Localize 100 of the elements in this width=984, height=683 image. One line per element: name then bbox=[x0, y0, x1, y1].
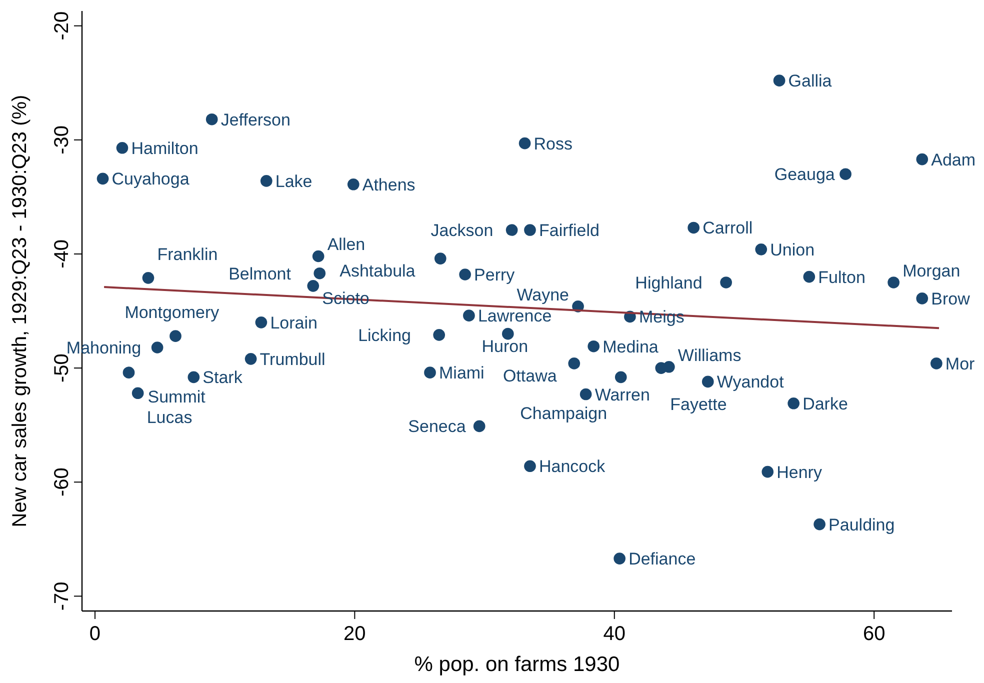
point bbox=[580, 388, 592, 400]
annotation: Lawrence bbox=[478, 306, 552, 326]
point bbox=[702, 376, 714, 388]
point bbox=[314, 267, 326, 280]
annotation: Henry bbox=[776, 462, 822, 482]
point bbox=[170, 330, 182, 342]
annotation: Ross bbox=[534, 134, 573, 154]
annotation: Lucas bbox=[146, 408, 192, 428]
point bbox=[502, 328, 514, 340]
point bbox=[347, 178, 360, 190]
y-tick-label: -70 bbox=[51, 582, 73, 611]
annotation: Wayne bbox=[516, 285, 570, 304]
point bbox=[840, 168, 852, 180]
point bbox=[459, 268, 471, 280]
annotation: Paulding bbox=[828, 515, 895, 534]
annotation: Lake bbox=[275, 172, 312, 191]
annotation: Lorain bbox=[270, 313, 318, 332]
point bbox=[688, 222, 700, 234]
point bbox=[142, 272, 154, 284]
point bbox=[260, 175, 272, 187]
point bbox=[762, 466, 774, 478]
point bbox=[655, 362, 668, 374]
y-tick-label: -50 bbox=[51, 354, 73, 382]
annotation: Allen bbox=[327, 235, 366, 254]
annotation: Hamilton bbox=[131, 138, 198, 158]
point bbox=[788, 397, 800, 410]
point bbox=[463, 310, 475, 322]
point bbox=[614, 371, 627, 384]
point bbox=[424, 366, 436, 378]
x-tick-label: 0 bbox=[89, 623, 101, 645]
point bbox=[255, 316, 268, 328]
point bbox=[473, 420, 486, 432]
annotation: Gallia bbox=[788, 72, 832, 91]
annotation: Geauga bbox=[774, 165, 836, 184]
point bbox=[916, 153, 928, 166]
point bbox=[614, 552, 626, 564]
point bbox=[506, 224, 518, 236]
point bbox=[930, 358, 942, 370]
point bbox=[206, 113, 218, 126]
point bbox=[524, 224, 536, 236]
x-tick-label: 60 bbox=[862, 623, 886, 645]
point bbox=[434, 252, 446, 264]
point bbox=[518, 137, 531, 150]
annotation: Union bbox=[770, 240, 815, 260]
annotation: Williams bbox=[678, 346, 742, 365]
point bbox=[524, 460, 536, 472]
annotation: Licking bbox=[358, 326, 411, 345]
y-axis-title: New car sales growth, 1929:Q23 - 1930:Q23 (%) bbox=[9, 94, 31, 528]
annotation: Belmont bbox=[228, 264, 292, 284]
annotation: Defiance bbox=[628, 550, 696, 569]
point bbox=[755, 244, 768, 256]
annotation: Ashtabula bbox=[340, 262, 416, 281]
annotation: Trumbull bbox=[260, 350, 326, 369]
point bbox=[116, 142, 128, 154]
annotation: Summit bbox=[148, 388, 206, 407]
annotation: Darke bbox=[802, 394, 848, 414]
y-tick-label: -40 bbox=[51, 240, 73, 268]
point bbox=[307, 280, 320, 292]
annotation: Medina bbox=[602, 337, 659, 356]
x-tick-label: 40 bbox=[603, 623, 626, 645]
annotation: Jefferson bbox=[220, 110, 290, 130]
annotation: Cuyahoga bbox=[112, 170, 190, 189]
annotation: Adam bbox=[931, 150, 976, 170]
annotation: Morgan bbox=[902, 261, 960, 280]
annotation: Ottawa bbox=[502, 366, 558, 386]
annotation: Seneca bbox=[408, 417, 466, 436]
annotation: Mor bbox=[945, 354, 976, 374]
point bbox=[122, 366, 135, 378]
annotation: Athens bbox=[362, 175, 416, 194]
point bbox=[773, 74, 786, 86]
x-tick-label: 20 bbox=[344, 623, 366, 645]
y-tick-label: -20 bbox=[51, 11, 73, 40]
point bbox=[151, 342, 164, 354]
annotation: Fulton bbox=[818, 268, 866, 287]
point bbox=[814, 518, 826, 530]
annotation: Franklin bbox=[157, 244, 218, 264]
point bbox=[916, 292, 928, 304]
annotation: Stark bbox=[202, 368, 243, 388]
annotation: Wyandot bbox=[716, 372, 784, 392]
annotation: Warren bbox=[594, 385, 650, 404]
annotation: Montgomery bbox=[124, 303, 220, 322]
point bbox=[803, 270, 816, 283]
annotation: Fairfield bbox=[538, 221, 600, 240]
point bbox=[588, 340, 600, 352]
y-tick-label: -30 bbox=[51, 125, 73, 154]
annotation: Carroll bbox=[702, 218, 753, 238]
annotation: Fayette bbox=[670, 395, 727, 414]
point bbox=[433, 329, 446, 341]
annotation: Jackson bbox=[430, 221, 494, 240]
annotation: Hancock bbox=[538, 457, 606, 476]
annotation: Brow bbox=[931, 289, 971, 308]
point bbox=[132, 387, 144, 400]
point bbox=[244, 353, 257, 365]
point bbox=[720, 276, 732, 288]
annotation: Champaign bbox=[520, 404, 608, 424]
point bbox=[888, 276, 900, 288]
point bbox=[96, 172, 109, 185]
y-tick-label: -60 bbox=[51, 468, 73, 497]
annotation: Huron bbox=[482, 336, 528, 356]
annotation: Highland bbox=[635, 273, 702, 292]
